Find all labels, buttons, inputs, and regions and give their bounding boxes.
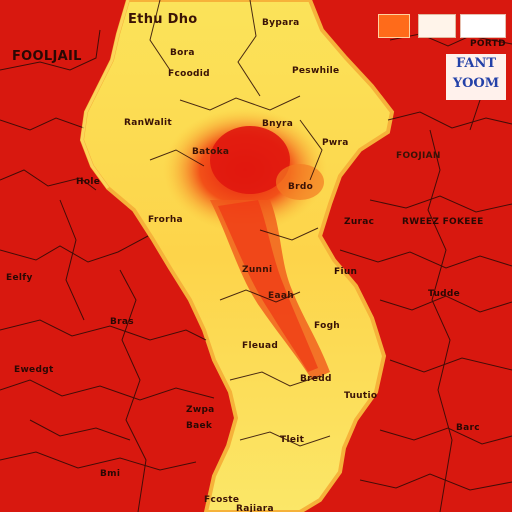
place-label: Bypara [262,18,300,28]
place-label: Barc [456,423,480,433]
place-label: Eaah [268,291,294,301]
place-label: Fcoodid [168,69,210,79]
place-label: Tuutio [344,391,378,401]
place-label: Peswhile [292,66,340,76]
place-label: Bnyra [262,119,294,129]
flag-icon [418,14,456,38]
place-label: Tudde [428,289,461,299]
place-label: Frorha [148,215,183,225]
place-label: Hole [76,177,101,187]
place-label: RWEEZ FOKEEE [402,217,484,227]
place-label: Fleuad [242,341,279,351]
place-label: Fogh [314,321,341,331]
place-label: Tleit [280,435,305,445]
place-label: Ethu Dho [128,12,198,27]
place-label: Brdo [288,182,314,192]
place-label: RanWalit [124,118,172,128]
flag-icon [460,14,506,38]
place-label: Zunni [242,265,273,275]
legend-line-1: FANT [455,56,497,71]
place-label: Zurac [344,217,375,227]
place-label: Pwra [322,138,349,148]
legend-box: FANT YOOM [446,54,506,100]
place-label: Zwpa [186,405,215,415]
legend-line-2: YOOM [452,76,500,91]
place-label: Baek [186,421,213,431]
place-label: Batoka [192,147,230,157]
place-label: Bras [110,317,134,327]
place-label: Bmi [100,469,121,479]
place-label: Bredd [300,374,332,384]
place-label: Rajiara [236,504,274,512]
place-label: PORTD [470,39,506,49]
place-label: Ewedgt [14,365,54,375]
place-label: Fiun [334,267,358,277]
flag-icon [378,14,410,38]
place-label: FOOJIAN [396,151,441,161]
place-label: FOOLJAIL [12,49,82,64]
place-label: Fcoste [204,495,240,505]
place-label: Bora [170,48,195,58]
place-label: Eelfy [6,273,33,283]
